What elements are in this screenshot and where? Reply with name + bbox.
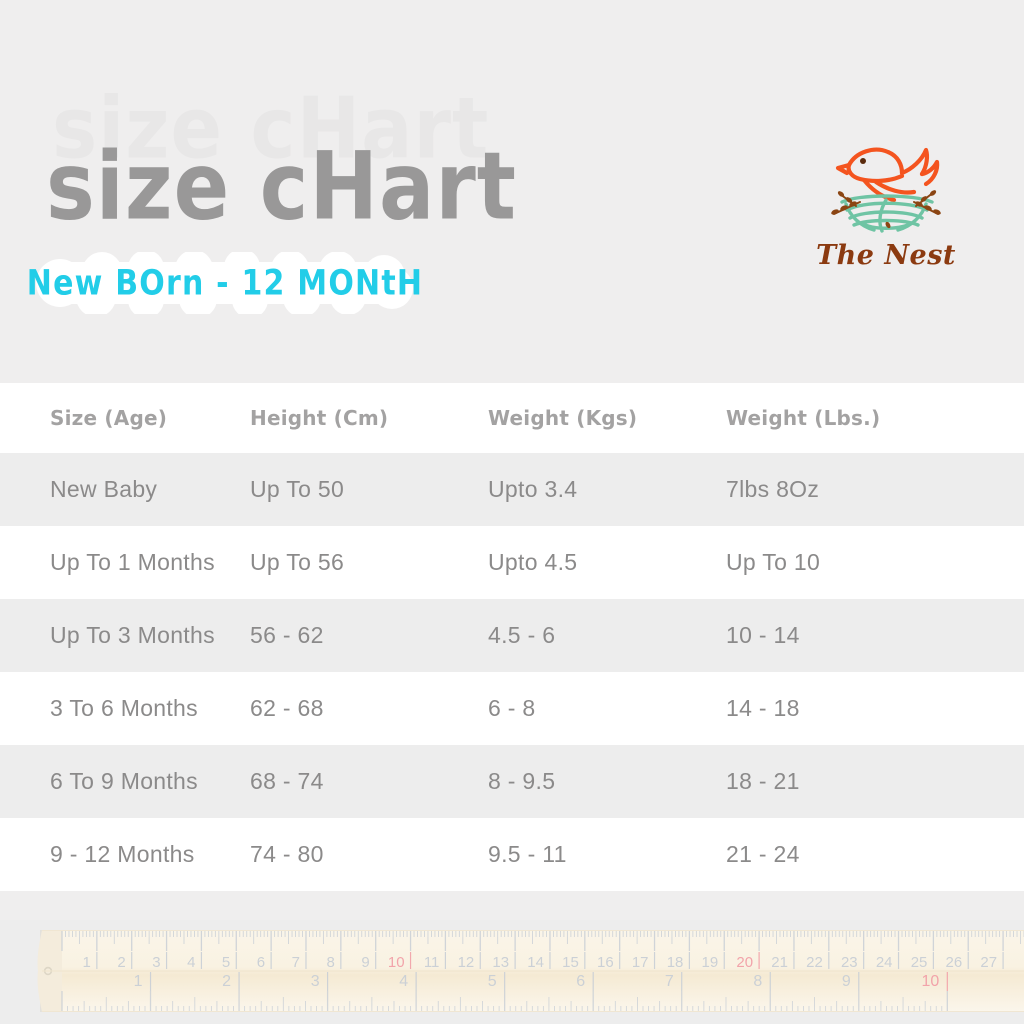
table-header-row: Size (Age) Height (Cm) Weight (Kgs) Weig…	[0, 383, 1024, 453]
logo-wordmark: The Nest	[816, 240, 956, 271]
cell-size: Up To 3 Months	[50, 622, 215, 648]
nest-bird-icon	[831, 147, 941, 233]
table-row: Up To 1 Months Up To 56 Upto 4.5 Up To 1…	[0, 526, 1024, 599]
table-row: 6 To 9 Months 68 - 74 8 - 9.5 18 - 21	[0, 745, 1024, 818]
svg-text:2: 2	[222, 973, 231, 990]
subtitle-badge: New BOrn - 12 MONtH	[26, 252, 424, 314]
table-row: Up To 3 Months 56 - 62 4.5 - 6 10 - 14	[0, 599, 1024, 672]
cell-height: 62 - 68	[250, 695, 324, 721]
cell-weight-kgs: 4.5 - 6	[488, 622, 556, 648]
table-row: 9 - 12 Months 74 - 80 9.5 - 11 21 - 24	[0, 818, 1024, 891]
svg-text:22: 22	[806, 954, 823, 971]
svg-text:13: 13	[492, 954, 509, 971]
svg-text:19: 19	[702, 954, 719, 971]
svg-text:1: 1	[134, 973, 143, 990]
svg-text:3: 3	[152, 954, 160, 971]
svg-text:9: 9	[361, 954, 369, 971]
cell-height: 56 - 62	[250, 622, 324, 648]
header-banner: size cHart size cHart	[0, 0, 1024, 383]
size-chart-table: Size (Age) Height (Cm) Weight (Kgs) Weig…	[0, 383, 1024, 891]
svg-text:8: 8	[753, 973, 762, 990]
column-header-height: Height (Cm)	[238, 383, 476, 453]
svg-text:2: 2	[117, 954, 125, 971]
svg-text:3: 3	[311, 973, 320, 990]
cell-weight-kgs: Upto 3.4	[488, 476, 578, 502]
svg-text:26: 26	[946, 954, 963, 971]
svg-text:27: 27	[980, 954, 997, 971]
table-header: Size (Age) Height (Cm) Weight (Kgs) Weig…	[0, 383, 1024, 453]
cell-height: Up To 50	[250, 476, 345, 502]
cell-weight-kgs: 9.5 - 11	[488, 841, 567, 867]
cell-size: 6 To 9 Months	[50, 768, 198, 794]
svg-text:4: 4	[399, 973, 408, 990]
cell-size: 9 - 12 Months	[50, 841, 195, 867]
svg-text:11: 11	[424, 954, 440, 971]
cell-weight-kgs: 8 - 9.5	[488, 768, 556, 794]
svg-text:23: 23	[841, 954, 858, 971]
cell-height: 68 - 74	[250, 768, 324, 794]
svg-text:8: 8	[326, 954, 334, 971]
table-row: 3 To 6 Months 62 - 68 6 - 8 14 - 18	[0, 672, 1024, 745]
tape-measure-graphic: 1 2 3 4 5 6 7 8 9 10 11 12 13 14 15 16 17 18 19 20 21 22 23 24 2…	[37, 930, 1024, 1012]
svg-text:20: 20	[736, 954, 753, 971]
brand-logo: The Nest	[816, 128, 956, 283]
svg-text:1: 1	[83, 954, 91, 971]
cell-weight-lbs: 14 - 18	[726, 695, 800, 721]
svg-text:14: 14	[527, 954, 544, 971]
cell-weight-lbs: 21 - 24	[726, 841, 800, 867]
svg-text:7: 7	[665, 973, 674, 990]
subtitle-label: New BOrn - 12 MONtH	[26, 262, 424, 304]
cell-size: Up To 1 Months	[50, 549, 215, 575]
svg-text:5: 5	[488, 973, 497, 990]
cell-weight-lbs: 10 - 14	[726, 622, 800, 648]
cell-size: New Baby	[50, 476, 158, 502]
svg-text:10: 10	[922, 973, 940, 990]
svg-text:5: 5	[222, 954, 230, 971]
cell-weight-lbs: Up To 10	[726, 549, 821, 575]
cloud-badge-shape	[36, 252, 413, 314]
table-row: New Baby Up To 50 Upto 3.4 7lbs 8Oz	[0, 453, 1024, 526]
cell-weight-lbs: 18 - 21	[726, 768, 800, 794]
svg-text:24: 24	[876, 954, 893, 971]
column-header-weight-lbs: Weight (Lbs.)	[714, 383, 1024, 453]
svg-text:10: 10	[388, 954, 405, 971]
svg-text:25: 25	[911, 954, 928, 971]
column-header-weight-kgs: Weight (Kgs)	[476, 383, 714, 453]
cell-height: Up To 56	[250, 549, 345, 575]
cell-weight-kgs: 6 - 8	[488, 695, 536, 721]
svg-text:12: 12	[458, 954, 475, 971]
svg-text:18: 18	[667, 954, 684, 971]
svg-text:21: 21	[771, 954, 788, 971]
cell-weight-kgs: Upto 4.5	[488, 549, 578, 575]
table-body: New Baby Up To 50 Upto 3.4 7lbs 8Oz Up T…	[0, 453, 1024, 891]
svg-text:6: 6	[576, 973, 585, 990]
page-title-ghost: size cHart	[52, 78, 490, 178]
svg-text:15: 15	[562, 954, 579, 971]
svg-text:17: 17	[632, 954, 649, 971]
cell-height: 74 - 80	[250, 841, 324, 867]
cell-weight-lbs: 7lbs 8Oz	[726, 476, 820, 502]
svg-text:16: 16	[597, 954, 614, 971]
svg-text:7: 7	[292, 954, 300, 971]
svg-text:6: 6	[257, 954, 265, 971]
page-title: size cHart	[46, 133, 518, 242]
ruler-decoration: 1 2 3 4 5 6 7 8 9 10 11 12 13 14 15 16 17 18 19 20 21 22 23 24 2…	[0, 920, 1024, 1024]
cell-size: 3 To 6 Months	[50, 695, 198, 721]
column-header-size: Size (Age)	[0, 383, 238, 453]
svg-text:4: 4	[187, 954, 195, 971]
svg-text:9: 9	[842, 973, 851, 990]
